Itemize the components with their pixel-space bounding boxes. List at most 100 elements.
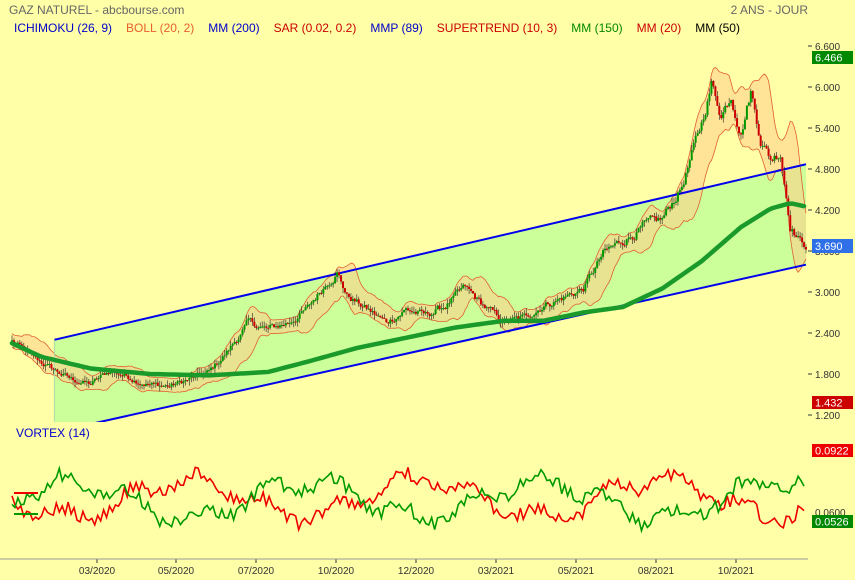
candle-body <box>302 310 305 312</box>
candle-body <box>64 373 67 375</box>
candle-body <box>688 160 691 168</box>
candle-body <box>282 325 285 327</box>
candle-body <box>572 294 575 296</box>
candle-body <box>584 283 587 292</box>
candle-body <box>651 215 654 217</box>
price-tick-label: 2.400 <box>815 329 840 340</box>
candle-body <box>539 310 542 312</box>
candle-body <box>18 342 21 345</box>
last-price-badge: 3.690 <box>812 239 853 253</box>
price-tick-label: 4.800 <box>815 165 840 176</box>
candle-body <box>107 372 110 374</box>
candle-body <box>631 237 634 240</box>
candle-body <box>172 383 175 386</box>
candle-body <box>150 382 153 385</box>
candle-body <box>403 309 406 313</box>
vortex-minus-badge: 0.0922 <box>812 444 853 458</box>
candle-body <box>288 322 291 324</box>
legend-item: ICHIMOKU (26, 9) <box>14 21 112 35</box>
candle-body <box>213 363 216 369</box>
candle-body <box>343 288 346 293</box>
candle-body <box>369 308 372 312</box>
candle-body <box>444 308 447 310</box>
candle-body <box>493 309 496 311</box>
candle-body <box>732 100 735 110</box>
candle-body <box>659 218 662 220</box>
candle-body <box>176 381 179 385</box>
channel-lower-line <box>95 263 807 422</box>
min-price-badge: 1.432 <box>812 396 853 410</box>
candle-body <box>389 319 392 324</box>
candle-body <box>647 218 650 220</box>
candle-body <box>74 380 77 383</box>
candle-body <box>290 322 293 324</box>
candle-body <box>714 86 717 97</box>
candle-body <box>186 380 189 382</box>
candle-body <box>682 184 685 187</box>
candle-body <box>424 312 427 314</box>
candle-body <box>655 216 658 221</box>
candle-body <box>208 370 211 372</box>
candle-body <box>525 313 528 316</box>
candle-body <box>135 380 138 384</box>
legend-item: SAR (0.02, 0.2) <box>274 21 357 35</box>
candle-body <box>684 173 687 185</box>
candle-body <box>367 308 370 310</box>
candle-body <box>340 275 343 282</box>
candle-body <box>239 334 242 340</box>
candle-body <box>477 297 480 299</box>
candle-body <box>446 303 449 309</box>
candle-body <box>141 384 144 386</box>
candle-body <box>743 119 746 130</box>
candle-body <box>643 220 646 222</box>
candle-body <box>42 363 45 367</box>
price-panel <box>9 66 807 422</box>
candle-body <box>310 302 313 305</box>
candle-body <box>462 284 465 289</box>
candle-body <box>306 304 309 308</box>
candle-body <box>720 115 723 119</box>
candle-body <box>781 157 784 172</box>
candle-body <box>432 313 435 315</box>
candle-body <box>131 380 134 383</box>
candle-body <box>72 377 75 381</box>
candle-body <box>241 329 244 335</box>
candle-body <box>249 318 252 320</box>
candle-body <box>779 157 782 159</box>
price-tick-label: 1.200 <box>815 411 840 422</box>
candle-body <box>93 378 96 382</box>
candle-body <box>521 314 524 317</box>
candle-body <box>582 288 585 292</box>
legend-item: MM (200) <box>208 21 259 35</box>
candle-body <box>698 130 701 133</box>
candle-body <box>334 276 337 284</box>
chart-title: GAZ NATUREL - abcbourse.com <box>9 3 184 17</box>
candle-body <box>168 386 171 388</box>
candle-body <box>537 310 540 313</box>
candle-body <box>722 112 725 119</box>
candle-body <box>117 373 120 375</box>
candle-body <box>564 296 567 298</box>
candle-body <box>724 105 727 113</box>
candle-body <box>371 311 374 313</box>
candle-body <box>726 105 729 107</box>
candle-body <box>87 381 90 384</box>
candle-body <box>775 155 778 160</box>
candle-body <box>448 303 451 305</box>
candle-body <box>554 301 557 303</box>
candle-body <box>789 215 792 232</box>
candle-body <box>671 203 674 209</box>
candle-body <box>568 293 571 295</box>
candle-body <box>661 217 664 220</box>
candle-body <box>363 304 366 307</box>
candle-body <box>761 145 764 147</box>
date-tick-label: 03/2020 <box>79 566 116 577</box>
candle-body <box>751 91 754 99</box>
candle-body <box>180 380 183 384</box>
candle-body <box>535 312 538 316</box>
candle-body <box>245 320 248 326</box>
candle-body <box>594 267 597 273</box>
candle-body <box>629 237 632 239</box>
candle-body <box>805 247 807 250</box>
candle-body <box>235 341 238 343</box>
